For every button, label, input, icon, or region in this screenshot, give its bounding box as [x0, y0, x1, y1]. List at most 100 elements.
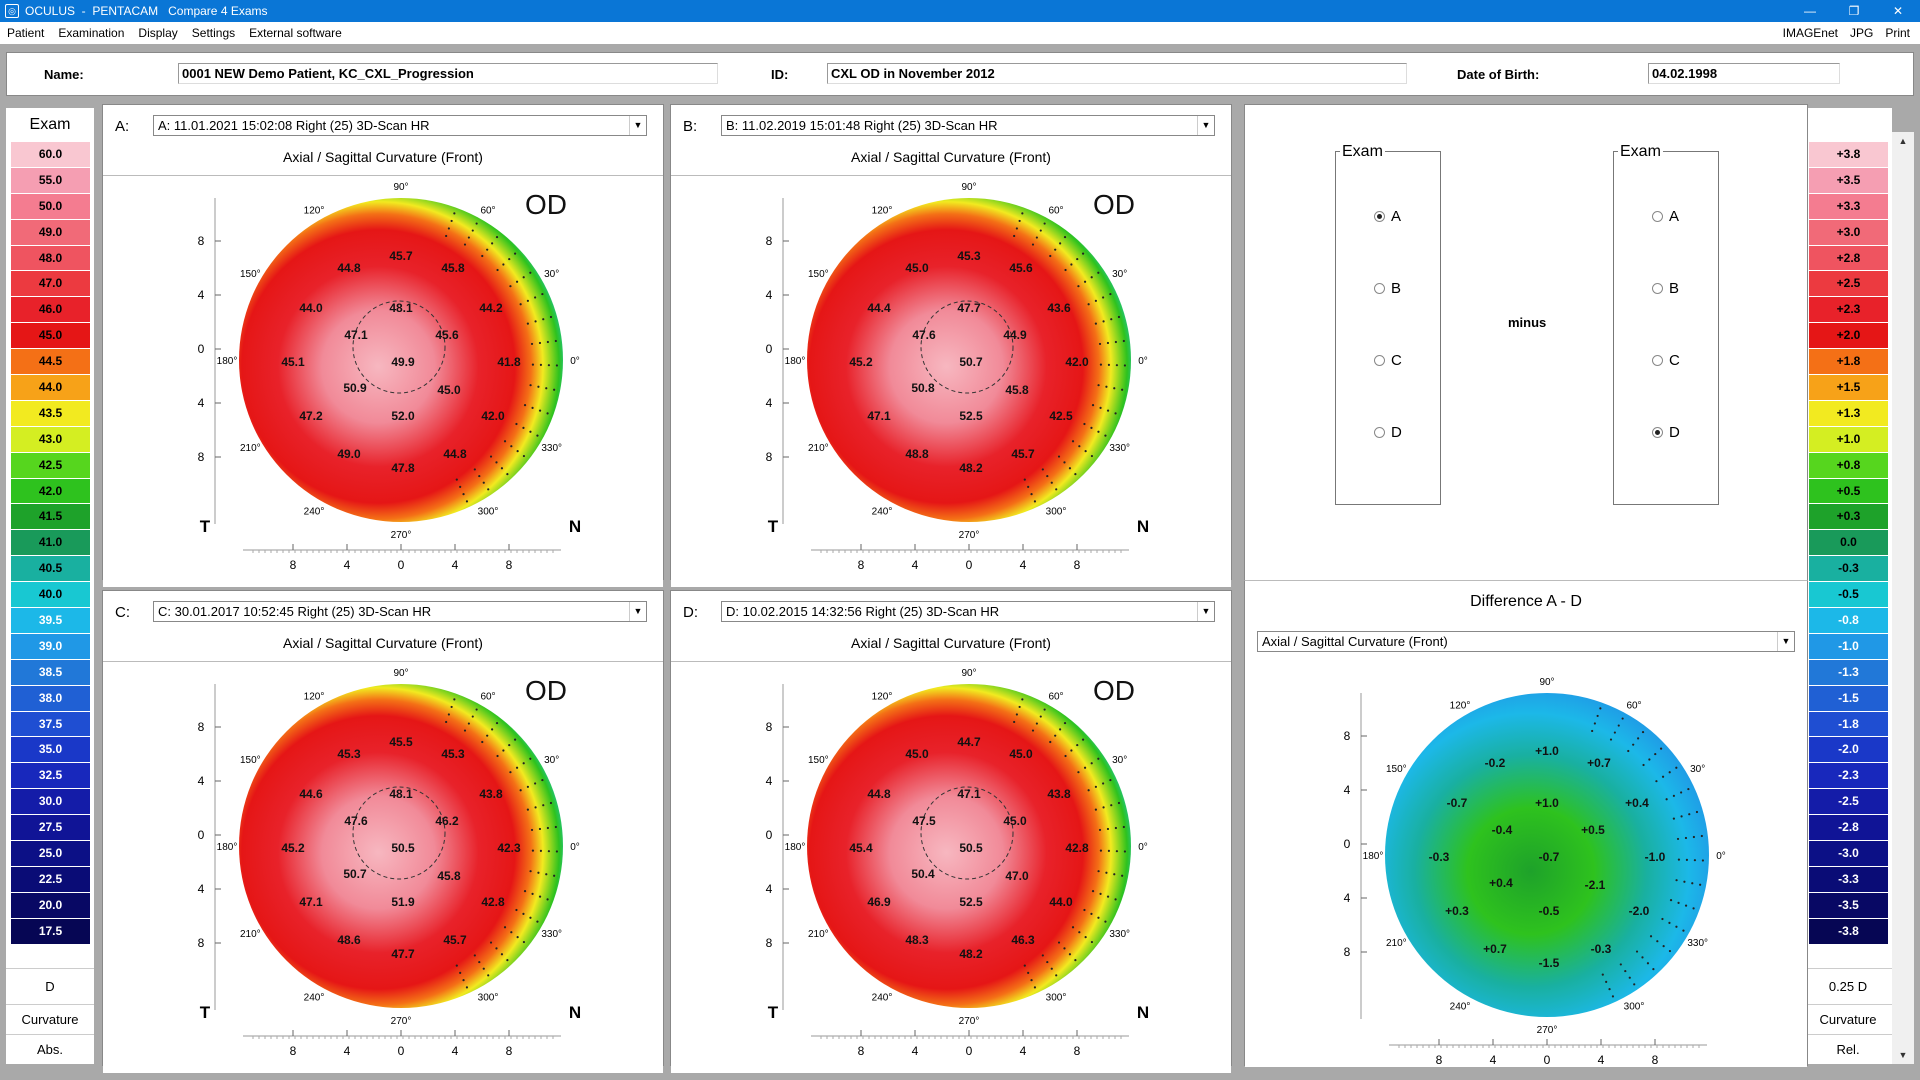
absolute-mode-button[interactable]: Curvature	[6, 1004, 94, 1034]
radio-button-icon[interactable]	[1652, 355, 1663, 366]
exam-c-edge-dot	[554, 825, 557, 829]
exam-d-edge-dot	[1050, 967, 1053, 970]
exam-c-edge-dot	[478, 960, 481, 964]
minimize-button[interactable]: —	[1804, 4, 1816, 18]
dob-field[interactable]: 04.02.1998	[1648, 63, 1840, 84]
chevron-down-icon[interactable]: ▼	[629, 116, 646, 135]
relative-unit-button[interactable]: 0.25 D	[1804, 968, 1892, 1004]
exam-d-edge-dot	[1105, 871, 1108, 874]
difference-angle-label: 180°	[1363, 851, 1384, 862]
exam-d-value-label: 44.0	[1049, 895, 1073, 909]
relative-scale-step: +2.5	[1809, 271, 1888, 298]
difference-edge-dot	[1692, 835, 1695, 839]
exam-c-edge-dot	[522, 940, 526, 944]
exam-a-y-tick-label: 8	[198, 450, 205, 464]
radio-button-icon[interactable]	[1374, 283, 1385, 294]
menu-settings[interactable]: Settings	[191, 26, 236, 40]
difference-angle-label: 120°	[1450, 700, 1471, 711]
exam-c-eye-label: OD	[525, 675, 567, 706]
absolute-scale-step: 44.0	[11, 375, 90, 401]
scroll-down-icon[interactable]: ▼	[1898, 1050, 1908, 1060]
exam-d-angle-label: 210°	[808, 929, 829, 940]
exam-b-edge-dot	[1084, 450, 1087, 453]
exam-d-edge-dot	[1099, 892, 1102, 895]
absolute-type-button[interactable]: Abs.	[6, 1034, 94, 1064]
chevron-down-icon[interactable]: ▼	[629, 602, 646, 621]
radio-button-icon[interactable]	[1652, 283, 1663, 294]
relative-scale-step: -1.3	[1809, 659, 1888, 686]
relative-scale-step: +3.5	[1809, 167, 1888, 194]
exam-b-exam-dropdown[interactable]: B: 11.02.2019 15:01:48 Right (25) 3D-Sca…	[721, 115, 1215, 136]
patient-id-field[interactable]: CXL OD in November 2012	[827, 63, 1407, 84]
exam-b-edge-dot	[1027, 485, 1030, 488]
exam-b-edge-dot	[1114, 412, 1117, 415]
left-exam-radio-d[interactable]: D	[1374, 424, 1402, 441]
menu-print[interactable]: Print	[1885, 26, 1910, 40]
vertical-scrollbar[interactable]: ▲ ▼	[1892, 132, 1914, 1064]
exam-c-edge-dot	[455, 964, 458, 967]
radio-button-icon[interactable]	[1374, 355, 1385, 366]
chevron-down-icon[interactable]: ▼	[1197, 116, 1214, 135]
difference-edge-dot	[1661, 775, 1665, 778]
radio-button-icon[interactable]	[1652, 427, 1663, 438]
difference-value-label: +1.0	[1535, 744, 1559, 758]
exam-d-angle-label: 30°	[1112, 755, 1127, 766]
exam-b-edge-dot	[1114, 340, 1117, 344]
right-exam-radio-b[interactable]: B	[1652, 280, 1679, 297]
difference-edge-dot	[1613, 731, 1616, 734]
exam-d-edge-dot	[1078, 931, 1081, 934]
chevron-down-icon[interactable]: ▼	[1197, 602, 1214, 621]
left-exam-radio-b[interactable]: B	[1374, 280, 1401, 297]
chevron-down-icon[interactable]: ▼	[1777, 632, 1794, 651]
radio-button-icon[interactable]	[1374, 427, 1385, 438]
patient-name-field[interactable]: 0001 NEW Demo Patient, KC_CXL_Progressio…	[178, 63, 718, 84]
exam-a-edge-dot	[526, 322, 529, 325]
exam-d-exam-dropdown[interactable]: D: 10.02.2015 14:32:56 Right (25) 3D-Sca…	[721, 601, 1215, 622]
close-button[interactable]: ✕	[1892, 4, 1904, 18]
difference-map-type-dropdown[interactable]: Axial / Sagittal Curvature (Front) ▼	[1257, 631, 1795, 652]
scroll-up-icon[interactable]: ▲	[1898, 136, 1908, 146]
exam-a-exam-dropdown[interactable]: A: 11.01.2021 15:02:08 Right (25) 3D-Sca…	[153, 115, 647, 136]
exam-b-edge-dot	[1059, 242, 1062, 245]
exam-a-edge-dot	[508, 257, 511, 261]
relative-type-button[interactable]: Rel.	[1804, 1034, 1892, 1064]
id-label: ID:	[771, 67, 789, 82]
radio-button-icon[interactable]	[1374, 211, 1385, 222]
menu-display[interactable]: Display	[138, 26, 178, 40]
right-exam-radio-c[interactable]: C	[1652, 352, 1680, 369]
exam-b-value-label: 44.4	[867, 301, 891, 315]
right-exam-radio-a[interactable]: A	[1652, 208, 1679, 225]
exam-d-edge-dot	[1097, 757, 1100, 760]
difference-topography-map: 8 4 0 4 8 8 4 0 4 8 90° 60° 30° 0° 330° 300° 270° 240° 210…	[1344, 677, 1726, 1067]
exam-c-exam-dropdown[interactable]: C: 30.01.2017 10:52:45 Right (25) 3D-Sca…	[153, 601, 647, 622]
exam-a-edge-dot	[553, 388, 556, 391]
radio-button-icon[interactable]	[1652, 211, 1663, 222]
right-exam-radio-d[interactable]: D	[1652, 424, 1680, 441]
exam-a-edge-dot	[538, 341, 542, 345]
exam-d-angle-label: 150°	[808, 755, 829, 766]
exam-b-edge-dot	[1023, 478, 1026, 481]
absolute-unit-button[interactable]: D	[6, 968, 94, 1004]
maximize-button[interactable]: ❐	[1848, 4, 1860, 18]
menu-examination[interactable]: Examination	[58, 26, 125, 40]
menu-jpg[interactable]: JPG	[1849, 26, 1874, 40]
menu-patient[interactable]: Patient	[7, 26, 45, 40]
exam-c-edge-dot	[542, 804, 545, 807]
exam-group-left: Exam A B C D	[1335, 143, 1441, 505]
relative-scale-step: -2.0	[1809, 737, 1888, 764]
exam-a-edge-dot	[489, 455, 493, 458]
exam-b-edge-dot	[1050, 481, 1053, 484]
exam-a-edge-dot	[538, 409, 542, 412]
exam-c-value-label: 45.2	[281, 841, 305, 855]
left-exam-radio-a[interactable]: A	[1374, 208, 1401, 225]
menu-external-software[interactable]: External software	[249, 26, 342, 40]
menu-imagenet[interactable]: IMAGEnet	[1782, 26, 1838, 40]
difference-edge-dot	[1683, 880, 1686, 883]
left-exam-radio-c[interactable]: C	[1374, 352, 1402, 369]
difference-angle-label: 210°	[1386, 938, 1407, 949]
exam-c-edge-dot	[519, 789, 522, 792]
difference-x-tick-label: 4	[1490, 1053, 1497, 1067]
relative-mode-button[interactable]: Curvature	[1804, 1004, 1892, 1034]
exam-b-x-tick-label: 0	[966, 558, 973, 572]
exam-a-edge-dot	[473, 468, 476, 471]
